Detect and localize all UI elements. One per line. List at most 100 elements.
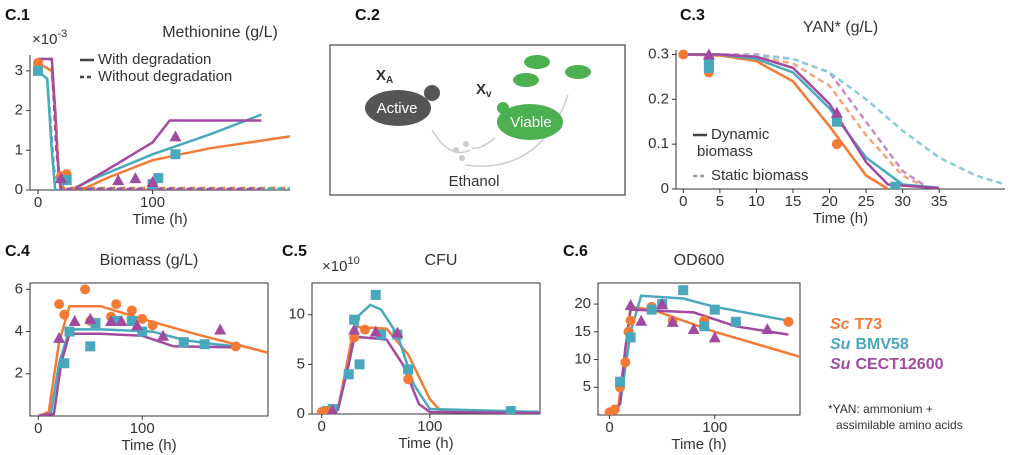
- y-tick-label: 0: [661, 180, 669, 197]
- data-point: [709, 304, 720, 315]
- data-point: [391, 326, 404, 338]
- data-point: [831, 116, 842, 127]
- data-point: [54, 172, 67, 184]
- viable-cell-small: [565, 65, 591, 79]
- viable-bud: [497, 102, 509, 114]
- active-bud: [424, 85, 440, 101]
- data-point: [783, 316, 794, 327]
- data-point: [85, 341, 96, 352]
- legend-name: BMV58: [855, 336, 908, 353]
- series-line: [37, 304, 268, 416]
- multiplier-exp: -3: [57, 28, 67, 40]
- x-tick-label: 35: [931, 193, 948, 210]
- legend-entry: Sc T73: [830, 316, 882, 333]
- plot: [678, 48, 1005, 189]
- x-tick-label: 25: [858, 193, 875, 210]
- x-tick-label: 0: [34, 420, 42, 437]
- x-tick-label: 100: [417, 418, 442, 435]
- y-tick-label: 2: [15, 102, 23, 119]
- legend-label: biomass: [697, 143, 753, 160]
- y-tick-label: 0.2: [648, 90, 669, 107]
- x-axis-title: Time (h): [132, 211, 187, 228]
- arrow: [431, 129, 471, 154]
- data-point: [702, 48, 715, 60]
- x-tick-label: 15: [785, 193, 802, 210]
- x-axis-title: Time (h): [671, 436, 726, 453]
- note: *YAN: ammonium +: [828, 402, 933, 416]
- data-point: [505, 406, 516, 414]
- data-point: [214, 323, 227, 335]
- data-point: [169, 130, 182, 142]
- data-point: [129, 172, 142, 184]
- legend-prefix: Su: [830, 336, 851, 353]
- data-point: [369, 325, 382, 337]
- ethanol-label: Ethanol: [449, 173, 500, 190]
- xv-sub: v: [486, 89, 492, 100]
- data-point: [230, 341, 241, 352]
- plot: [37, 284, 268, 416]
- multiplier: ×10-3: [32, 28, 67, 48]
- series-line: [37, 69, 262, 190]
- data-point: [126, 305, 137, 316]
- data-point: [84, 312, 97, 324]
- data-point: [137, 313, 148, 324]
- data-point: [830, 106, 843, 118]
- series-line: [37, 69, 290, 190]
- data-point: [354, 359, 365, 370]
- data-point: [105, 315, 118, 326]
- x-tick-label: 20: [821, 193, 838, 210]
- plot: [604, 285, 800, 415]
- y-tick-label: 10: [288, 306, 305, 323]
- data-point: [80, 284, 91, 295]
- panel-label: C.5: [282, 243, 307, 260]
- data-point: [678, 49, 689, 60]
- y-tick-label: 2: [15, 365, 23, 382]
- legend-prefix: Su: [830, 356, 851, 373]
- multiplier: ×1010: [322, 255, 360, 275]
- series-line: [38, 332, 236, 416]
- y-tick-label: 1: [15, 141, 23, 158]
- viable-cell-small: [524, 55, 550, 69]
- data-point: [111, 316, 122, 326]
- data-point: [625, 315, 636, 326]
- panel-label: C.6: [563, 243, 588, 260]
- data-point: [708, 331, 721, 343]
- legend-name: CECT12600: [855, 356, 943, 373]
- data-point: [359, 324, 370, 335]
- data-point: [147, 320, 158, 331]
- legend-entry: Su BMV58: [830, 336, 909, 353]
- y-tick-label: 0.1: [648, 135, 669, 152]
- chart-title: OD600: [674, 252, 725, 269]
- data-point: [620, 357, 631, 368]
- y-tick-label: 0: [297, 405, 305, 422]
- y-tick-label: 4: [15, 323, 23, 340]
- chart-title: CFU: [425, 252, 458, 269]
- data-point: [646, 304, 657, 315]
- data-point: [403, 364, 414, 375]
- y-tick-label: 10: [574, 351, 591, 368]
- chart: C.3 YAN* (g/L) Time (h) 0 0.1 0.2 0.3 0 5 10 15 20 2…: [648, 7, 1005, 227]
- note: assimilable amino acids: [836, 418, 963, 432]
- y-tick-label: 15: [574, 323, 591, 340]
- data-point: [376, 329, 387, 340]
- data-point: [656, 298, 669, 310]
- data-point: [111, 299, 122, 310]
- xa-main: X: [376, 67, 386, 84]
- ethanol-dot: [453, 147, 459, 153]
- y-tick-label: 5: [583, 378, 591, 395]
- y-tick-label: 20: [574, 295, 591, 312]
- xv-label: Xv: [476, 81, 492, 100]
- x-tick-label: 100: [702, 419, 727, 436]
- panel-label: C.1: [5, 7, 30, 24]
- data-point: [131, 319, 144, 331]
- x-tick-label: 30: [894, 193, 911, 210]
- multiplier-base: ×10: [322, 258, 347, 275]
- multiplier-exp: 10: [347, 255, 359, 267]
- panel-label: C.4: [5, 243, 30, 260]
- legend-label: With degradation: [98, 51, 211, 68]
- x-axis-title: Time (h): [813, 210, 868, 227]
- y-tick-label: 5: [297, 355, 305, 372]
- x-axis-title: Time (h): [398, 435, 453, 452]
- xa-label: XA: [376, 67, 393, 86]
